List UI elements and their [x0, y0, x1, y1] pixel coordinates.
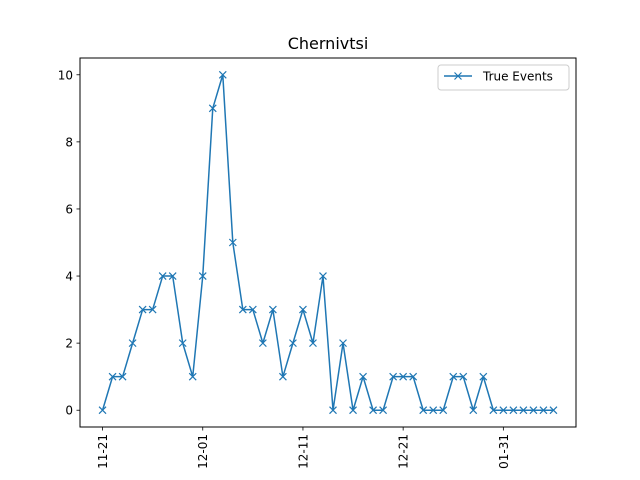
data-point-marker	[158, 272, 167, 280]
data-point-marker	[499, 406, 508, 415]
data-point-marker	[319, 272, 327, 280]
y-tick-label: 8	[65, 135, 73, 149]
data-point-marker	[258, 339, 267, 348]
data-point-marker	[379, 406, 388, 415]
data-point-marker	[228, 238, 237, 247]
data-point-marker	[549, 406, 558, 415]
data-point-marker	[469, 406, 478, 415]
y-tick-label: 2	[65, 337, 73, 351]
data-point-marker	[349, 406, 357, 415]
data-point-marker	[299, 305, 307, 314]
data-point-marker	[329, 406, 337, 415]
data-point-marker	[479, 372, 488, 381]
data-point-marker	[339, 339, 347, 348]
data-point-marker	[359, 372, 367, 381]
data-point-marker	[419, 406, 428, 415]
data-point-marker	[108, 372, 117, 381]
x-tick-label: 01-31	[497, 434, 511, 469]
legend-label: True Events	[482, 70, 553, 84]
data-point-marker	[449, 372, 458, 381]
data-point-marker	[369, 406, 378, 415]
y-axis: 0 2 4 6 8 10	[58, 68, 80, 418]
legend: True Events	[437, 64, 570, 91]
data-point-marker	[489, 406, 498, 415]
x-tick-label: 12-01	[196, 434, 210, 469]
data-point-marker	[188, 372, 197, 381]
chart-title: Chernivtsi	[288, 34, 369, 53]
data-point-marker	[138, 305, 147, 314]
legend-box	[437, 64, 570, 91]
data-point-marker	[118, 372, 127, 381]
data-point-marker	[389, 372, 398, 381]
data-point-marker	[248, 305, 257, 314]
data-point-marker	[529, 406, 538, 415]
legend-x-marker	[454, 72, 462, 80]
plot-series	[98, 70, 558, 415]
data-point-marker	[178, 339, 187, 348]
data-point-marker	[439, 406, 448, 415]
legend-marker-icon	[454, 72, 462, 80]
data-point-marker	[399, 372, 408, 381]
data-point-marker	[278, 372, 287, 381]
data-point-marker	[409, 372, 418, 381]
data-point-marker	[509, 406, 518, 415]
data-point-marker	[459, 372, 468, 381]
data-point-marker	[168, 272, 177, 280]
y-tick-label: 4	[65, 270, 73, 284]
data-point-marker	[208, 104, 217, 113]
series-line	[101, 74, 554, 411]
data-point-marker	[268, 305, 277, 314]
data-point-marker	[429, 406, 438, 415]
data-point-marker	[309, 339, 317, 348]
axes-frame	[79, 57, 577, 428]
data-point-marker	[128, 339, 137, 348]
x-tick-label: 12-21	[397, 434, 411, 469]
x-tick-label: 12-11	[296, 434, 310, 469]
data-point-marker	[218, 70, 227, 79]
data-point-marker	[98, 406, 107, 415]
x-axis: 11-21 12-01 12-11 12-21 01-31	[96, 427, 511, 469]
data-point-marker	[238, 305, 247, 314]
data-point-marker	[289, 339, 297, 348]
data-point-marker	[519, 406, 528, 415]
y-tick-label: 6	[65, 202, 73, 216]
data-point-marker	[148, 305, 157, 314]
data-point-marker	[539, 406, 548, 415]
y-tick-label: 0	[65, 404, 73, 418]
data-point-marker	[198, 272, 207, 280]
y-tick-label: 10	[58, 68, 73, 82]
x-tick-label: 11-21	[96, 434, 110, 469]
